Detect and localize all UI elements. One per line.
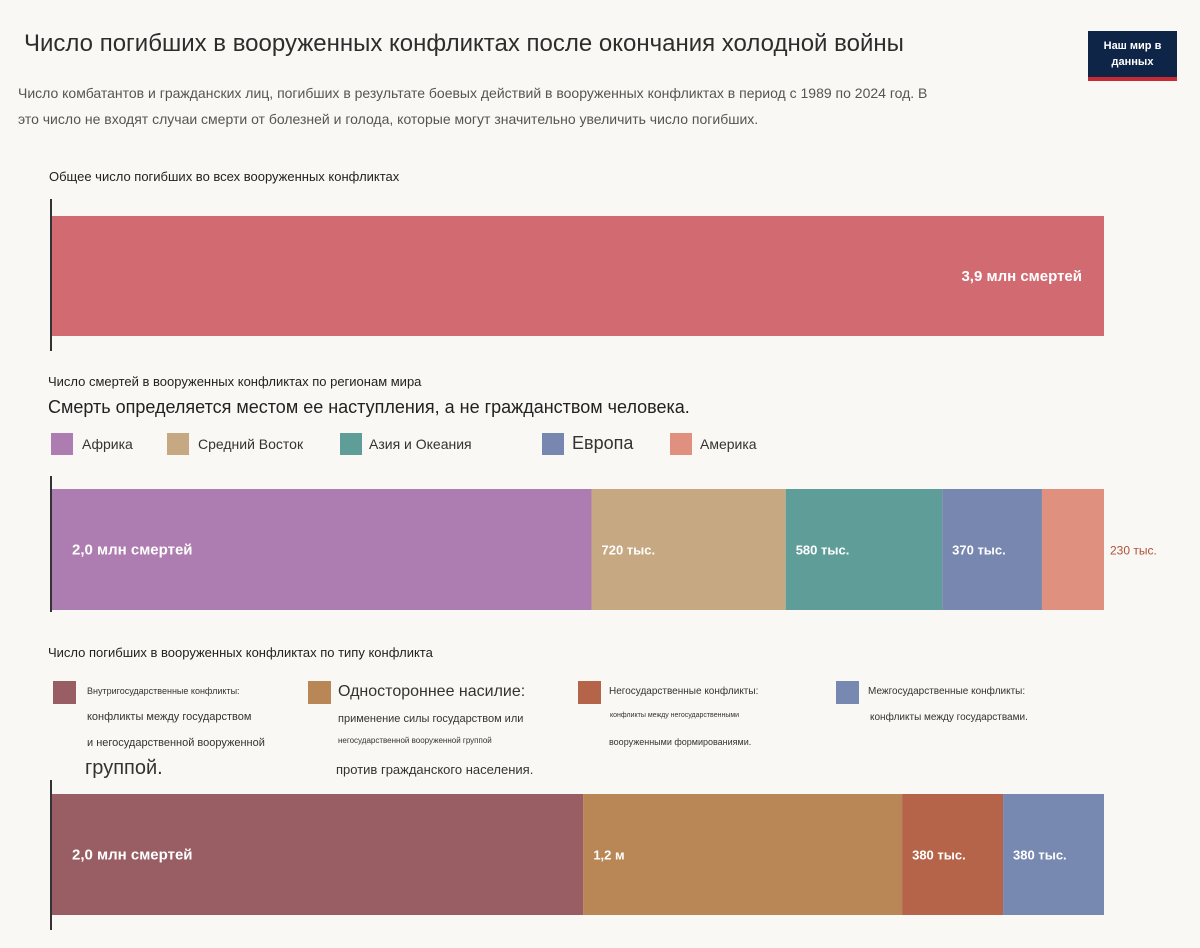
chart-total: 3,9 млн смертей [52, 216, 1104, 336]
legend-type-line: конфликты между государствами. [870, 712, 1028, 723]
page-title: Число погибших в вооруженных конфликтах … [24, 30, 904, 57]
type-axis [50, 780, 52, 930]
legend-swatch [51, 433, 73, 455]
bar-segment [583, 794, 903, 915]
legend-swatch [167, 433, 189, 455]
legend-type-title: Одностороннее насилие: [338, 683, 526, 700]
legend-swatch [578, 681, 601, 704]
legend-type-line: конфликты между государством [87, 711, 252, 723]
legend-type-line: негосударственной вооруженной группой [338, 736, 492, 745]
bar-segment [902, 794, 1004, 915]
legend-swatch [836, 681, 859, 704]
legend-type-line: группой. [85, 757, 163, 779]
region-note: Смерть определяется местом ее наступлени… [48, 397, 690, 417]
legend-type-line: и негосударственной вооруженной [87, 737, 265, 749]
legend-label: Европа [572, 433, 634, 453]
legend-type-title: Межгосударственные конфликты: [868, 686, 1026, 697]
type-section-title: Число погибших в вооруженных конфликтах … [48, 645, 433, 660]
legend-type-line: применение силы государством или [338, 713, 524, 725]
legend-type-title: Внутригосударственные конфликты: [87, 686, 240, 696]
bar-segment [52, 489, 592, 610]
bar-segment [1041, 489, 1104, 610]
bar-label: 370 тыс. [952, 543, 1006, 558]
legend-type-line: вооруженными формированиями. [609, 737, 752, 747]
legend-swatch [670, 433, 692, 455]
bar-label: 2,0 млн смертей [72, 542, 193, 559]
bar-segment [785, 489, 943, 610]
legend-label: Средний Восток [198, 436, 304, 452]
bar-label: 2,0 млн смертей [72, 847, 193, 864]
bar-label: 3,9 млн смертей [961, 268, 1082, 285]
bar-segment [52, 794, 584, 915]
legend-swatch [340, 433, 362, 455]
legend-type-line: против гражданского населения. [336, 762, 534, 777]
page-subtitle: Число комбатантов и гражданских лиц, пог… [18, 85, 928, 127]
chart-types: 2,0 млн смертей 1,2 м 380 тыс. 380 тыс. [52, 794, 1104, 915]
legend-label: Африка [82, 436, 133, 452]
bar-label: 230 тыс. [1110, 544, 1157, 558]
logo-text: Наш мир в данных [1103, 40, 1162, 68]
legend-label: Азия и Океания [369, 436, 472, 452]
total-section-title: Общее число погибших во всех вооруженных… [49, 169, 400, 184]
bar-label: 720 тыс. [601, 543, 655, 558]
region-section-title: Число смертей в вооруженных конфликтах п… [48, 374, 422, 389]
bar-label: 380 тыс. [1013, 848, 1067, 863]
legend-label: Америка [700, 436, 757, 452]
bar-label: 1,2 м [593, 848, 624, 863]
region-axis [50, 476, 52, 612]
bar-segment [591, 489, 786, 610]
bar-label: 380 тыс. [912, 848, 966, 863]
total-axis [50, 199, 52, 351]
legend-swatch [53, 681, 76, 704]
legend-swatch [308, 681, 331, 704]
bar-segment [52, 216, 1104, 336]
legend-swatch [542, 433, 564, 455]
legend-type-title: Негосударственные конфликты: [609, 686, 759, 697]
bar-segment [942, 489, 1042, 610]
bar-label: 580 тыс. [796, 543, 850, 558]
legend-type-line: конфликты между негосударственными [610, 712, 740, 719]
bar-segment [1003, 794, 1104, 915]
chart-regions: 2,0 млн смертей 720 тыс. 580 тыс. 370 тыс. 2… [52, 489, 1157, 610]
owid-logo[interactable]: Наш мир в данных [1088, 31, 1177, 81]
